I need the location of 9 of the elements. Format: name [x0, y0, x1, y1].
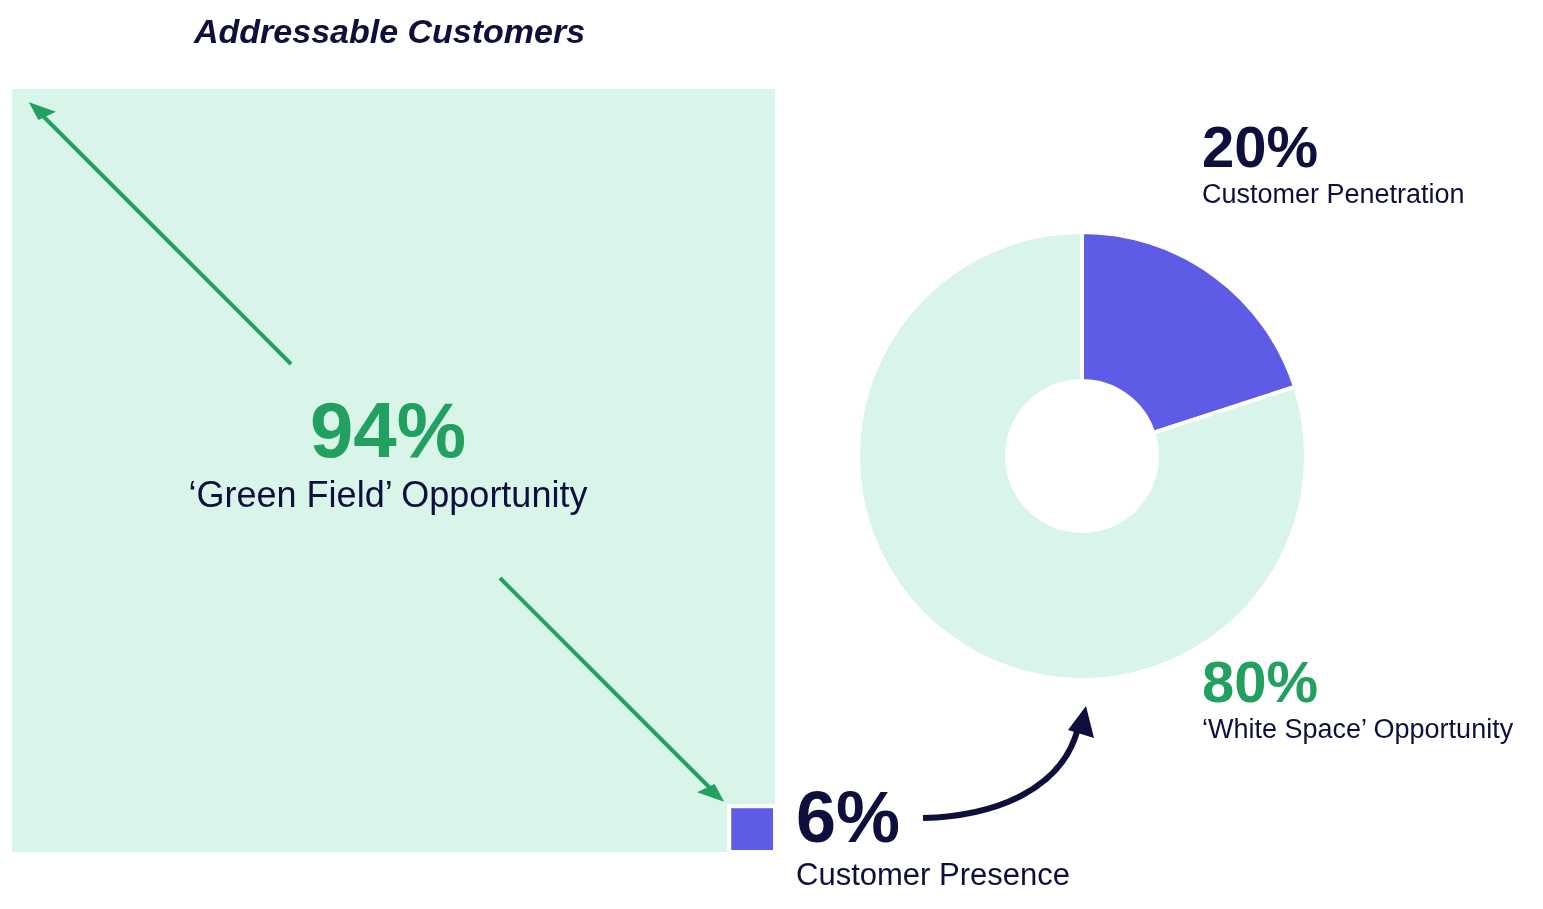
data-label: 80%	[1202, 649, 1320, 714]
slice-label: ‘White Space’ Opportunity	[1202, 713, 1514, 745]
data-label: 94%	[308, 386, 468, 474]
category-label: ‘Green Field’ Opportunity	[187, 473, 589, 516]
category-label: Customer Presence	[796, 857, 1070, 894]
data-label: 6%	[796, 777, 902, 858]
data-label: 20%	[1202, 114, 1320, 179]
text: Addressable Customers	[194, 12, 586, 51]
slice-label: Customer Penetration	[1202, 178, 1465, 210]
